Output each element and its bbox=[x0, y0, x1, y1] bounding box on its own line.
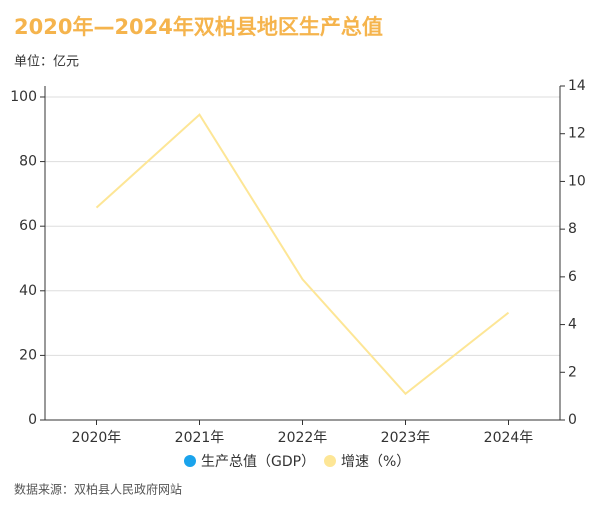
line bbox=[95, 113, 510, 396]
legend-marker bbox=[184, 455, 196, 467]
y2-tick-label: 0 bbox=[568, 412, 577, 428]
y-tick-label: 60 bbox=[19, 218, 37, 234]
legend-label: 增速（%） bbox=[341, 454, 410, 470]
y2-tick-label: 12 bbox=[568, 126, 586, 142]
y-tick-label: 100 bbox=[10, 89, 37, 105]
y2-tick-label: 2 bbox=[568, 364, 577, 380]
y2-tick-label: 6 bbox=[568, 269, 577, 285]
legend-label: 生产总值（GDP） bbox=[201, 454, 315, 470]
y2-tick-label: 10 bbox=[568, 173, 586, 189]
legend-marker bbox=[324, 455, 336, 467]
x-tick-label: 2020年 bbox=[72, 430, 122, 446]
y2-tick-label: 8 bbox=[568, 221, 577, 237]
x-tick-label: 2023年 bbox=[381, 430, 431, 446]
y-tick-label: 20 bbox=[19, 347, 37, 363]
x-tick-label: 2021年 bbox=[175, 430, 225, 446]
source: 数据来源：双柏县人民政府网站 bbox=[14, 482, 182, 497]
unit-label: 单位：亿元 bbox=[14, 55, 79, 70]
y-tick-label: 0 bbox=[28, 412, 37, 428]
y2-tick-label: 4 bbox=[568, 317, 577, 333]
y2-tick-label: 14 bbox=[568, 78, 586, 94]
x-tick-label: 2024年 bbox=[484, 430, 534, 446]
x-tick-label: 2022年 bbox=[278, 430, 328, 446]
y-tick-label: 80 bbox=[19, 154, 37, 170]
y-tick-label: 40 bbox=[19, 283, 37, 299]
chart-title: 2020年—2024年双柏县地区生产总值 bbox=[14, 15, 383, 39]
